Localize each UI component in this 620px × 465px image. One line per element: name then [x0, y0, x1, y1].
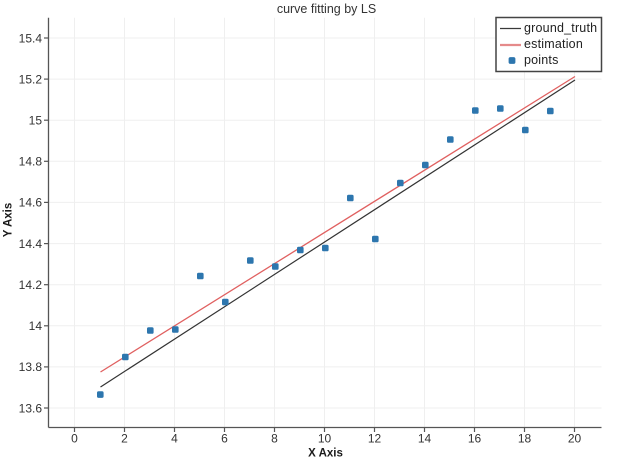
svg-text:13.6: 13.6 — [19, 401, 43, 415]
svg-text:14.8: 14.8 — [19, 155, 43, 169]
svg-text:points: points — [524, 53, 559, 67]
svg-text:0: 0 — [71, 432, 78, 446]
svg-text:14.2: 14.2 — [19, 278, 43, 292]
svg-text:13.8: 13.8 — [19, 360, 43, 374]
svg-text:16: 16 — [468, 432, 482, 446]
svg-text:15.2: 15.2 — [19, 72, 43, 86]
svg-text:4: 4 — [171, 432, 178, 446]
svg-text:18: 18 — [518, 432, 532, 446]
svg-text:Y Axis: Y Axis — [3, 203, 15, 238]
svg-text:curve fitting by LS: curve fitting by LS — [277, 2, 376, 16]
svg-text:10: 10 — [318, 432, 332, 446]
svg-text:2: 2 — [121, 432, 128, 446]
svg-text:ground_truth: ground_truth — [524, 21, 597, 35]
svg-text:8: 8 — [271, 432, 278, 446]
svg-text:20: 20 — [568, 432, 582, 446]
svg-text:14: 14 — [418, 432, 432, 446]
svg-text:14: 14 — [29, 319, 43, 333]
svg-text:estimation: estimation — [524, 37, 583, 51]
svg-text:14.6: 14.6 — [19, 196, 43, 210]
svg-text:X Axis: X Axis — [308, 448, 343, 460]
svg-text:12: 12 — [368, 432, 382, 446]
svg-text:15: 15 — [29, 114, 43, 128]
svg-text:15.4: 15.4 — [19, 31, 43, 45]
svg-text:6: 6 — [221, 432, 228, 446]
svg-text:14.4: 14.4 — [19, 237, 43, 251]
